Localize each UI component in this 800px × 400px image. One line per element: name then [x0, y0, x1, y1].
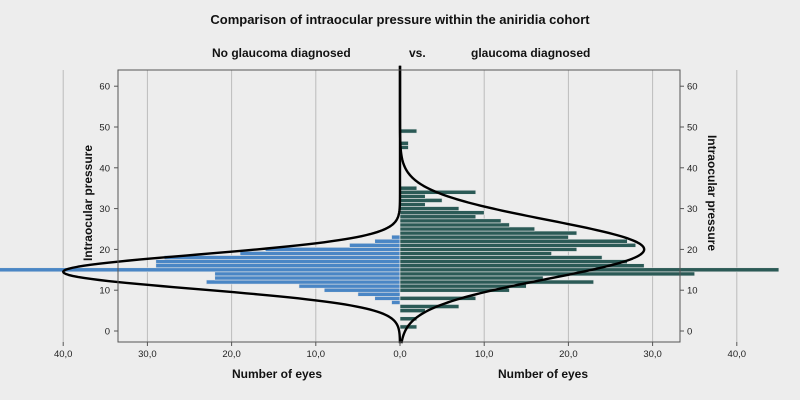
left-bar: [155, 263, 401, 269]
histogram-bars: [0, 128, 780, 330]
x-tick-label: 20,0: [222, 349, 241, 360]
x-tick-label: 10,0: [475, 349, 494, 360]
x-tick-label: 30,0: [643, 349, 662, 360]
right-bar: [399, 206, 460, 211]
right-bar: [399, 251, 552, 256]
plot-border: [117, 69, 681, 343]
left-bar: [298, 283, 401, 289]
left-bar: [214, 271, 401, 277]
right-bar: [399, 222, 510, 228]
y-tick-label-left: 30: [99, 204, 110, 215]
right-bar: [399, 128, 418, 134]
right-bar: [399, 279, 594, 285]
chart-title: Comparison of intraocular pressure withi…: [210, 12, 590, 27]
right-bar: [399, 271, 696, 277]
y-tick-label-right: 10: [687, 286, 698, 297]
left-bar: [214, 275, 401, 281]
axis-ticks: 0010102020303040405050606060,050,040,030…: [54, 82, 747, 360]
left-bar: [163, 255, 401, 260]
right-bar: [399, 198, 443, 203]
x-tick-label: 40,0: [54, 349, 73, 360]
right-bar: [399, 230, 578, 236]
x-axis-label-right: Number of eyes: [498, 367, 589, 381]
y-tick-label-right: 60: [687, 82, 698, 93]
right-bar: [399, 194, 426, 199]
left-bar: [374, 238, 401, 244]
right-group-label: glaucoma diagnosed: [471, 46, 591, 60]
x-tick-label: 0,0: [393, 349, 406, 360]
y-tick-label-left: 0: [105, 327, 110, 338]
left-bar: [264, 247, 401, 252]
left-bar: [206, 279, 401, 285]
left-bar: [323, 287, 401, 293]
right-bar: [399, 247, 578, 252]
x-axis-label-left: Number of eyes: [232, 367, 323, 381]
right-bar: [399, 238, 628, 244]
x-tick-label: 10,0: [307, 349, 326, 360]
x-tick-label: 30,0: [138, 349, 157, 360]
left-bar: [391, 234, 401, 240]
right-bar: [399, 275, 544, 281]
right-bar: [399, 242, 637, 248]
left-group-label: No glaucoma diagnosed: [212, 46, 351, 60]
right-bar: [399, 214, 477, 220]
right-density-curve: [398, 65, 646, 344]
y-tick-label-left: 40: [99, 163, 110, 174]
right-bar: [399, 202, 426, 207]
x-tick-label: 40,0: [728, 349, 747, 360]
right-bar: [399, 210, 485, 216]
y-tick-label-right: 0: [687, 327, 692, 338]
right-bar: [399, 296, 477, 301]
y-tick-label-right: 30: [687, 204, 698, 215]
right-bar: [399, 218, 502, 224]
plot-frame: [117, 69, 681, 343]
y-tick-label-left: 60: [99, 82, 110, 93]
y-tick-label-right: 20: [687, 245, 698, 256]
right-bar: [399, 185, 418, 191]
right-bar: [399, 226, 536, 232]
y-tick-label-right: 50: [687, 123, 698, 134]
left-bar: [374, 296, 401, 301]
left-bar: [155, 259, 401, 264]
density-curves: [62, 65, 646, 344]
left-bar: [357, 291, 401, 297]
y-tick-label-left: 10: [99, 286, 110, 297]
right-bar: [399, 304, 460, 309]
right-bar: [399, 234, 569, 240]
left-bar: [0, 267, 401, 273]
right-bar: [399, 308, 426, 313]
left-bar: [391, 300, 401, 305]
vs-label: vs.: [409, 46, 426, 60]
right-bar: [399, 255, 603, 260]
y-tick-label-left: 20: [99, 245, 110, 256]
left-bar: [239, 251, 401, 256]
left-bar: [349, 242, 401, 248]
y-tick-label-left: 50: [99, 123, 110, 134]
x-tick-label: 20,0: [559, 349, 578, 360]
y-tick-label-right: 40: [687, 163, 698, 174]
right-bar: [399, 259, 628, 264]
grid-lines: [62, 70, 738, 342]
